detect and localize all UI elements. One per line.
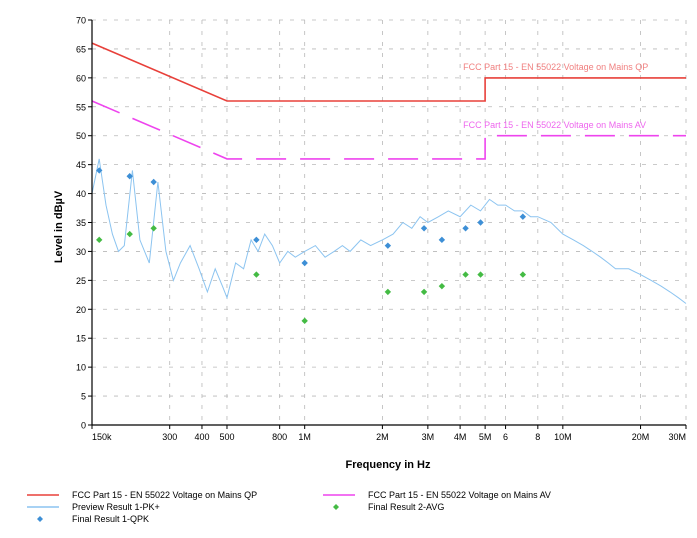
data-point [420,288,428,296]
y-tick-label: 25 [76,276,86,286]
x-tick-label: 5M [479,432,492,442]
plot-markers [96,167,527,325]
data-point [384,288,392,296]
legend-entry: FCC Part 15 - EN 55022 Voltage on Mains … [72,490,257,500]
x-tick-label: 6 [503,432,508,442]
data-point [253,236,260,244]
y-tick-label: 45 [76,160,86,170]
x-axis-label: Frequency in Hz [346,459,431,471]
data-point [150,225,157,232]
data-point [438,282,446,290]
limit-annotation: FCC Part 15 - EN 55022 Voltage on Mains … [463,62,648,72]
y-tick-label: 60 [76,73,86,83]
y-tick-label: 15 [76,334,86,344]
data-point [96,167,103,174]
legend-entry: Final Result 1-QPK [72,514,149,524]
data-point [96,236,103,244]
data-point [519,271,527,278]
x-tick-label: 150k [92,432,112,442]
y-tick-label: 20 [76,305,86,315]
data-point [384,242,392,249]
x-tick-label: 20M [632,432,650,442]
x-tick-label: 8 [535,432,540,442]
data-point [301,259,308,267]
data-point [126,230,133,238]
data-point [301,317,308,325]
legend-swatch [37,516,43,522]
legend-swatch [333,504,339,510]
axes [91,20,686,426]
legend-entry: Preview Result 1-PK+ [72,502,160,512]
y-axis-label: Level in dBµV [53,190,65,263]
x-tick-label: 300 [162,432,177,442]
data-point [462,271,469,278]
y-tick-label: 70 [76,16,86,26]
y-tick-label: 50 [76,131,86,141]
data-point [150,178,157,186]
legend-entry: Final Result 2-AVG [368,502,444,512]
data-point [477,271,484,278]
legend: FCC Part 15 - EN 55022 Voltage on Mains … [27,490,551,524]
data-point [126,173,133,180]
x-tick-label: 500 [219,432,234,442]
x-tick-label: 10M [554,432,572,442]
data-point [253,271,260,278]
data-point [477,219,484,226]
x-tick-label: 3M [422,432,435,442]
y-tick-label: 40 [76,189,86,199]
trace-line [91,158,687,304]
grid [91,19,687,425]
annotations: FCC Part 15 - EN 55022 Voltage on Mains … [463,62,648,130]
x-tick-label: 400 [194,432,209,442]
plot-series [91,42,687,304]
legend-entry: FCC Part 15 - EN 55022 Voltage on Mains … [368,490,551,500]
data-point [438,236,446,244]
x-axis-ticks: 150k 300 400 500 800 1M 2M 3M 4M 5M 6 8 10M 20M 30M [91,425,687,442]
data-point [420,225,428,232]
x-tick-label: 2M [376,432,389,442]
limit-line [91,42,686,102]
y-tick-label: 10 [76,363,86,373]
limit-annotation: FCC Part 15 - EN 55022 Voltage on Mains … [463,120,646,130]
x-tick-label: 4M [454,432,467,442]
y-tick-label: 5 [81,392,86,402]
y-tick-label: 30 [76,247,86,257]
x-tick-label: 1M [298,432,311,442]
y-tick-label: 0 [81,421,86,431]
x-tick-label: 30M [668,432,686,442]
data-point [519,213,527,220]
y-tick-label: 55 [76,102,86,112]
limit-line [91,100,686,160]
x-tick-label: 800 [272,432,287,442]
data-point [462,225,469,232]
y-axis-ticks: 0 5 10 15 20 25 30 35 40 45 50 55 60 65 70 [76,16,92,431]
y-tick-label: 35 [76,218,86,228]
y-tick-label: 65 [76,44,86,54]
